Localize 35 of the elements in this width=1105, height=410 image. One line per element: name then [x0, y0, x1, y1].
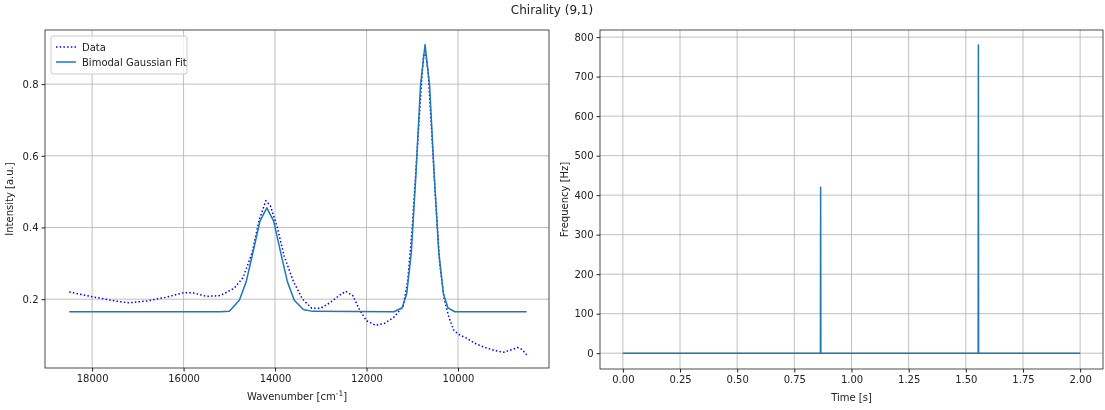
- legend-label: Data: [82, 41, 106, 53]
- y-tick-label: 300: [574, 229, 594, 241]
- chart-title: Chirality (9,1): [510, 3, 594, 17]
- x-tick-label: 14000: [259, 372, 292, 384]
- x-tick-label: 12000: [351, 372, 383, 384]
- x-tick-label: 2.00: [1069, 373, 1092, 385]
- y-tick-label: 0.2: [22, 293, 39, 305]
- x-tick-label: 1.75: [1012, 373, 1035, 385]
- legend-label: Bimodal Gaussian Fit: [82, 56, 187, 68]
- x-tick-label: 16000: [168, 372, 200, 384]
- x-tick-label: 1.00: [840, 373, 864, 385]
- x-tick-label: 0.00: [612, 373, 635, 385]
- x-axis-title: Wavenumber [cm$^{-1}$]: [246, 388, 348, 402]
- y-tick-label: 800: [574, 31, 594, 43]
- y-tick-label: 0.6: [22, 150, 39, 162]
- y-axis-title: Intensity [a.u.]: [4, 162, 15, 236]
- x-tick-label: 1.25: [898, 373, 921, 385]
- y-tick-label: 400: [574, 189, 594, 201]
- y-tick-label: 600: [574, 110, 594, 122]
- y-tick-label: 700: [574, 71, 594, 83]
- y-tick-label: 500: [574, 150, 594, 162]
- x-axis-title: Time [s]: [830, 392, 872, 403]
- x-tick-label: 10000: [442, 372, 475, 384]
- x-tick-label: 0.25: [669, 373, 692, 385]
- y-tick-label: 200: [574, 268, 594, 280]
- line-series: [68, 43, 528, 313]
- y-axis-title: Frequency [Hz]: [559, 161, 570, 238]
- y-tick-label: 0.4: [22, 222, 39, 234]
- x-tick-label: 0.50: [726, 373, 749, 385]
- y-tick-label: 0: [587, 347, 594, 359]
- x-tick-label: 1.50: [955, 373, 978, 385]
- y-tick-label: 100: [574, 308, 594, 320]
- x-tick-label: 0.75: [783, 373, 806, 385]
- y-tick-label: 0.8: [22, 78, 39, 90]
- x-tick-label: 18000: [76, 372, 109, 384]
